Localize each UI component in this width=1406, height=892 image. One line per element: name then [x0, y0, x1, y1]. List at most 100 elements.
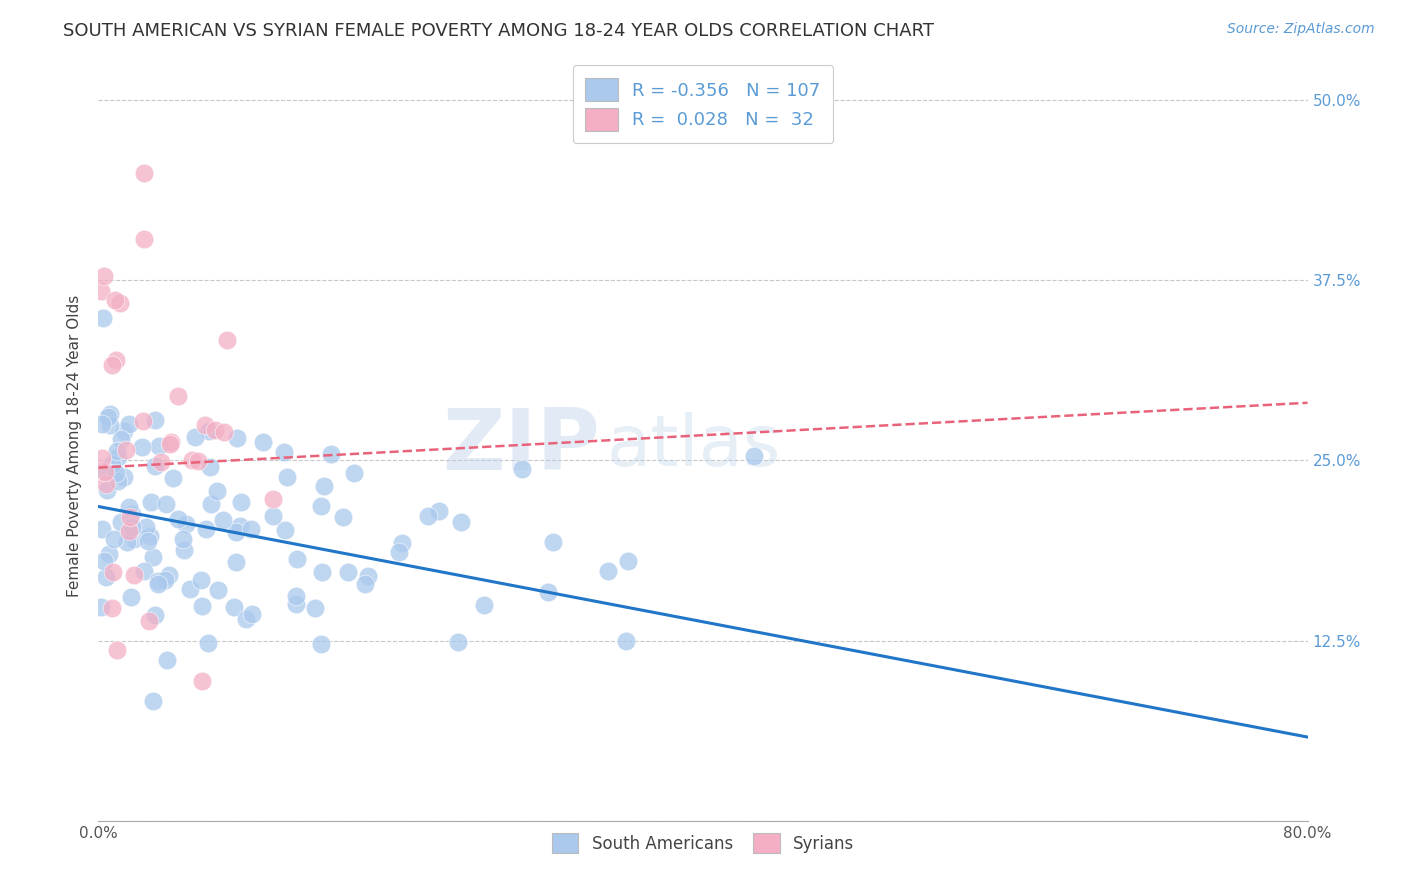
- Point: [108, 296, 131, 310]
- Point: [205, 483, 228, 498]
- Point: [180, 452, 202, 467]
- Point: [91, 450, 114, 465]
- Point: [90, 521, 112, 535]
- Point: [145, 607, 167, 622]
- Point: [110, 516, 132, 530]
- Point: [148, 438, 170, 452]
- Point: [198, 425, 221, 439]
- Point: [231, 495, 253, 509]
- Point: [97, 409, 120, 424]
- Point: [229, 519, 252, 533]
- Point: [222, 599, 245, 614]
- Point: [354, 577, 377, 591]
- Point: [194, 522, 217, 536]
- Y-axis label: Female Poverty Among 18-24 Year Olds: Female Poverty Among 18-24 Year Olds: [67, 295, 83, 597]
- Point: [146, 577, 169, 591]
- Point: [215, 333, 238, 347]
- Point: [450, 515, 472, 529]
- Point: [142, 693, 165, 707]
- Point: [337, 565, 360, 579]
- Point: [167, 512, 190, 526]
- Point: [190, 573, 212, 587]
- Point: [94, 465, 117, 479]
- Point: [97, 547, 120, 561]
- Point: [447, 634, 470, 648]
- Point: [104, 352, 127, 367]
- Point: [101, 565, 124, 579]
- Point: [138, 614, 160, 628]
- Point: [135, 520, 157, 534]
- Point: [240, 522, 263, 536]
- Point: [156, 652, 179, 666]
- Point: [262, 509, 284, 524]
- Point: [162, 471, 184, 485]
- Point: [103, 532, 125, 546]
- Point: [120, 509, 142, 524]
- Point: [112, 469, 135, 483]
- Point: [273, 445, 295, 459]
- Point: [262, 492, 284, 507]
- Point: [179, 582, 201, 597]
- Point: [100, 359, 122, 373]
- Point: [90, 285, 112, 299]
- Point: [132, 165, 155, 179]
- Point: [273, 523, 295, 537]
- Point: [543, 534, 565, 549]
- Point: [319, 447, 342, 461]
- Point: [124, 568, 146, 582]
- Point: [134, 232, 156, 246]
- Point: [418, 509, 440, 524]
- Point: [391, 535, 413, 549]
- Point: [285, 589, 308, 603]
- Point: [276, 470, 298, 484]
- Point: [200, 460, 222, 475]
- Point: [131, 440, 153, 454]
- Point: [118, 417, 141, 432]
- Point: [284, 597, 307, 611]
- Point: [104, 293, 127, 307]
- Point: [204, 423, 226, 437]
- Point: [143, 459, 166, 474]
- Point: [94, 569, 117, 583]
- Point: [197, 636, 219, 650]
- Point: [139, 494, 162, 508]
- Text: SOUTH AMERICAN VS SYRIAN FEMALE POVERTY AMONG 18-24 YEAR OLDS CORRELATION CHART: SOUTH AMERICAN VS SYRIAN FEMALE POVERTY …: [63, 22, 934, 40]
- Point: [388, 545, 411, 559]
- Point: [91, 417, 114, 431]
- Point: [121, 507, 143, 521]
- Point: [225, 555, 247, 569]
- Point: [159, 436, 181, 450]
- Point: [184, 430, 207, 444]
- Point: [115, 443, 138, 458]
- Point: [118, 525, 141, 540]
- Point: [146, 574, 169, 588]
- Point: [212, 425, 235, 440]
- Point: [187, 454, 209, 468]
- Point: [287, 552, 309, 566]
- Point: [93, 554, 115, 568]
- Point: [311, 500, 333, 514]
- Point: [96, 483, 118, 498]
- Point: [139, 529, 162, 543]
- Point: [132, 564, 155, 578]
- Point: [112, 425, 135, 439]
- Point: [190, 599, 212, 613]
- Point: [118, 500, 141, 514]
- Text: ZIP: ZIP: [443, 404, 600, 488]
- Point: [311, 565, 333, 579]
- Point: [512, 462, 534, 476]
- Point: [617, 554, 640, 568]
- Point: [94, 464, 117, 478]
- Point: [124, 532, 146, 546]
- Point: [107, 474, 129, 488]
- Point: [191, 674, 214, 689]
- Point: [235, 612, 257, 626]
- Point: [742, 449, 765, 463]
- Point: [332, 509, 354, 524]
- Point: [142, 549, 165, 564]
- Point: [200, 497, 222, 511]
- Text: atlas: atlas: [606, 411, 780, 481]
- Point: [107, 450, 129, 465]
- Point: [153, 574, 176, 588]
- Point: [98, 417, 121, 432]
